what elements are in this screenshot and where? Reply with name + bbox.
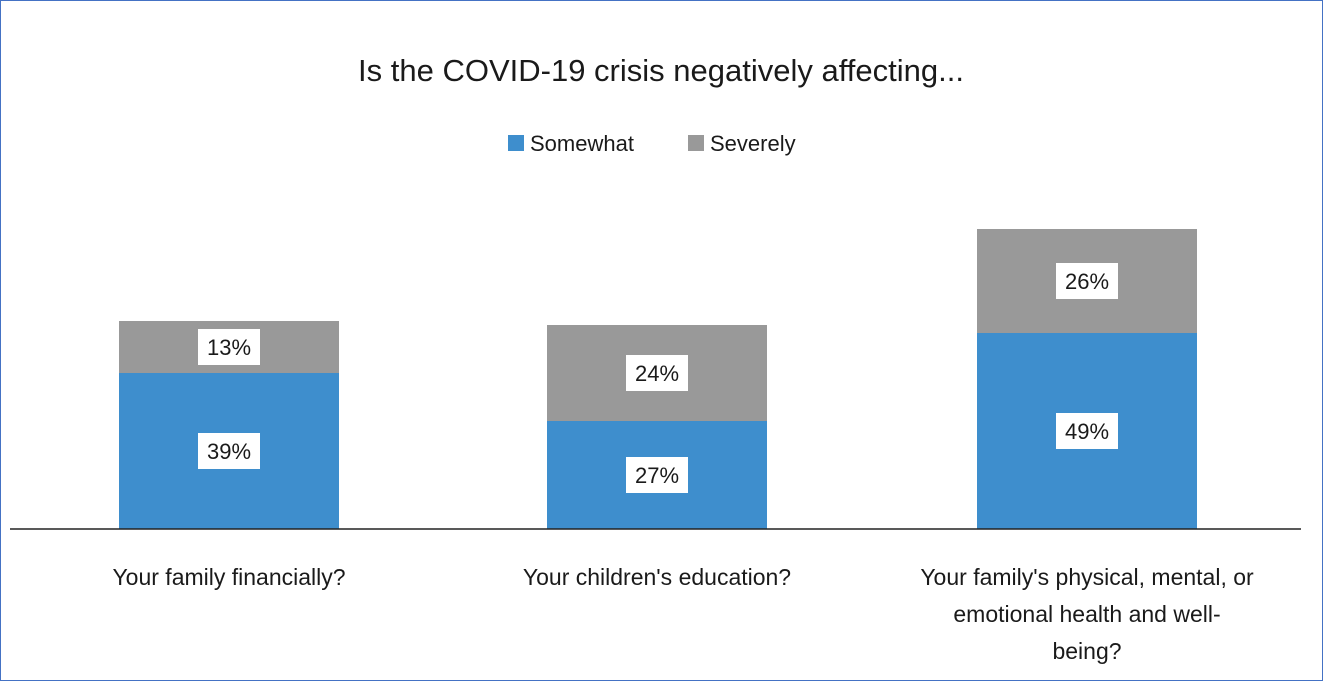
data-label-box-somewhat-1	[626, 457, 688, 493]
data-label-box-severely-2	[1056, 263, 1118, 299]
category-labels: Your family financially? Your children's …	[112, 564, 1254, 664]
data-label-severely-1: 24%	[635, 361, 679, 386]
legend-label-severely: Severely	[710, 131, 796, 156]
category-label-2-line-1: emotional health and well-	[953, 601, 1220, 627]
legend: Somewhat Severely	[508, 131, 796, 156]
data-label-somewhat-2: 49%	[1065, 419, 1109, 444]
category-label-1-line-0: Your children's education?	[523, 564, 791, 590]
category-label-2-line-2: being?	[1052, 638, 1121, 664]
legend-swatch-severely	[688, 135, 704, 151]
data-label-somewhat-0: 39%	[207, 439, 251, 464]
data-label-box-severely-0	[198, 329, 260, 365]
data-label-box-somewhat-0	[198, 433, 260, 469]
legend-swatch-somewhat	[508, 135, 524, 151]
legend-label-somewhat: Somewhat	[530, 131, 634, 156]
bars: 39% 13% 27% 24% 49% 26%	[119, 229, 1197, 529]
category-label-0-line-0: Your family financially?	[112, 564, 345, 590]
data-label-box-severely-1	[626, 355, 688, 391]
data-label-severely-0: 13%	[207, 335, 251, 360]
chart-title: Is the COVID-19 crisis negatively affect…	[358, 53, 964, 88]
data-label-severely-2: 26%	[1065, 269, 1109, 294]
data-label-somewhat-1: 27%	[635, 463, 679, 488]
category-label-2-line-0: Your family's physical, mental, or	[920, 564, 1254, 590]
data-label-box-somewhat-2	[1056, 413, 1118, 449]
